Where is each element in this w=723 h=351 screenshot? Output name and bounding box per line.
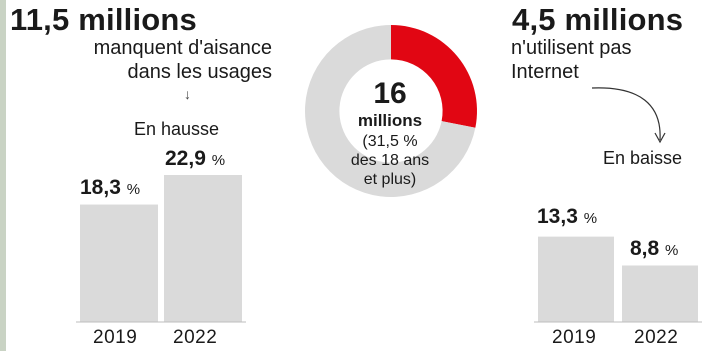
right-description-line1: n'utilisent pas (511, 37, 632, 59)
bar-value-label-left-2019: 18,3 % (80, 176, 141, 199)
right-headline: 4,5 millions (512, 2, 684, 37)
right-description-line2: Internet (511, 61, 579, 83)
left-trend-label: En hausse (134, 119, 220, 139)
left-description-line1: manquent d'aisance (93, 37, 272, 59)
tick-label-right-2022: 2022 (634, 327, 679, 348)
right-bar-2019 (538, 236, 614, 322)
left-headline: 11,5 millions (10, 2, 197, 37)
donut-center-value: 16 (373, 77, 407, 110)
donut-center-note-line1: (31,5 % (362, 133, 418, 150)
donut-center-note-line2: des 18 ans (350, 152, 430, 169)
arrowhead-icon (654, 132, 666, 144)
donut-slice-no-internet (391, 25, 477, 128)
bar-value-label-left-2022: 22,9 % (165, 147, 226, 170)
left-bar-2022 (164, 175, 242, 322)
donut-center-note-line3: et plus) (363, 171, 417, 188)
bar-value-label-right-2022: 8,8 % (630, 237, 679, 260)
right-trend-label: En baisse (603, 148, 683, 168)
left-description-line2: dans les usages (127, 61, 272, 83)
tick-label-left-2019: 2019 (93, 327, 138, 348)
donut-center-text: 16 millions (31,5 % des 18 ans et plus) (330, 78, 450, 189)
right-bar-2022 (622, 265, 698, 322)
down-arrow-icon: ↓ (184, 86, 191, 102)
donut-center-unit: millions (357, 111, 423, 130)
curved-arrow-icon (591, 87, 661, 141)
left-edge-strip (0, 0, 6, 351)
bar-value-label-right-2019: 13,3 % (537, 205, 598, 228)
donut-slice-lacking-ease (305, 25, 476, 198)
tick-label-left-2022: 2022 (173, 327, 218, 348)
tick-label-right-2019: 2019 (552, 327, 597, 348)
left-bar-2019 (80, 204, 158, 322)
